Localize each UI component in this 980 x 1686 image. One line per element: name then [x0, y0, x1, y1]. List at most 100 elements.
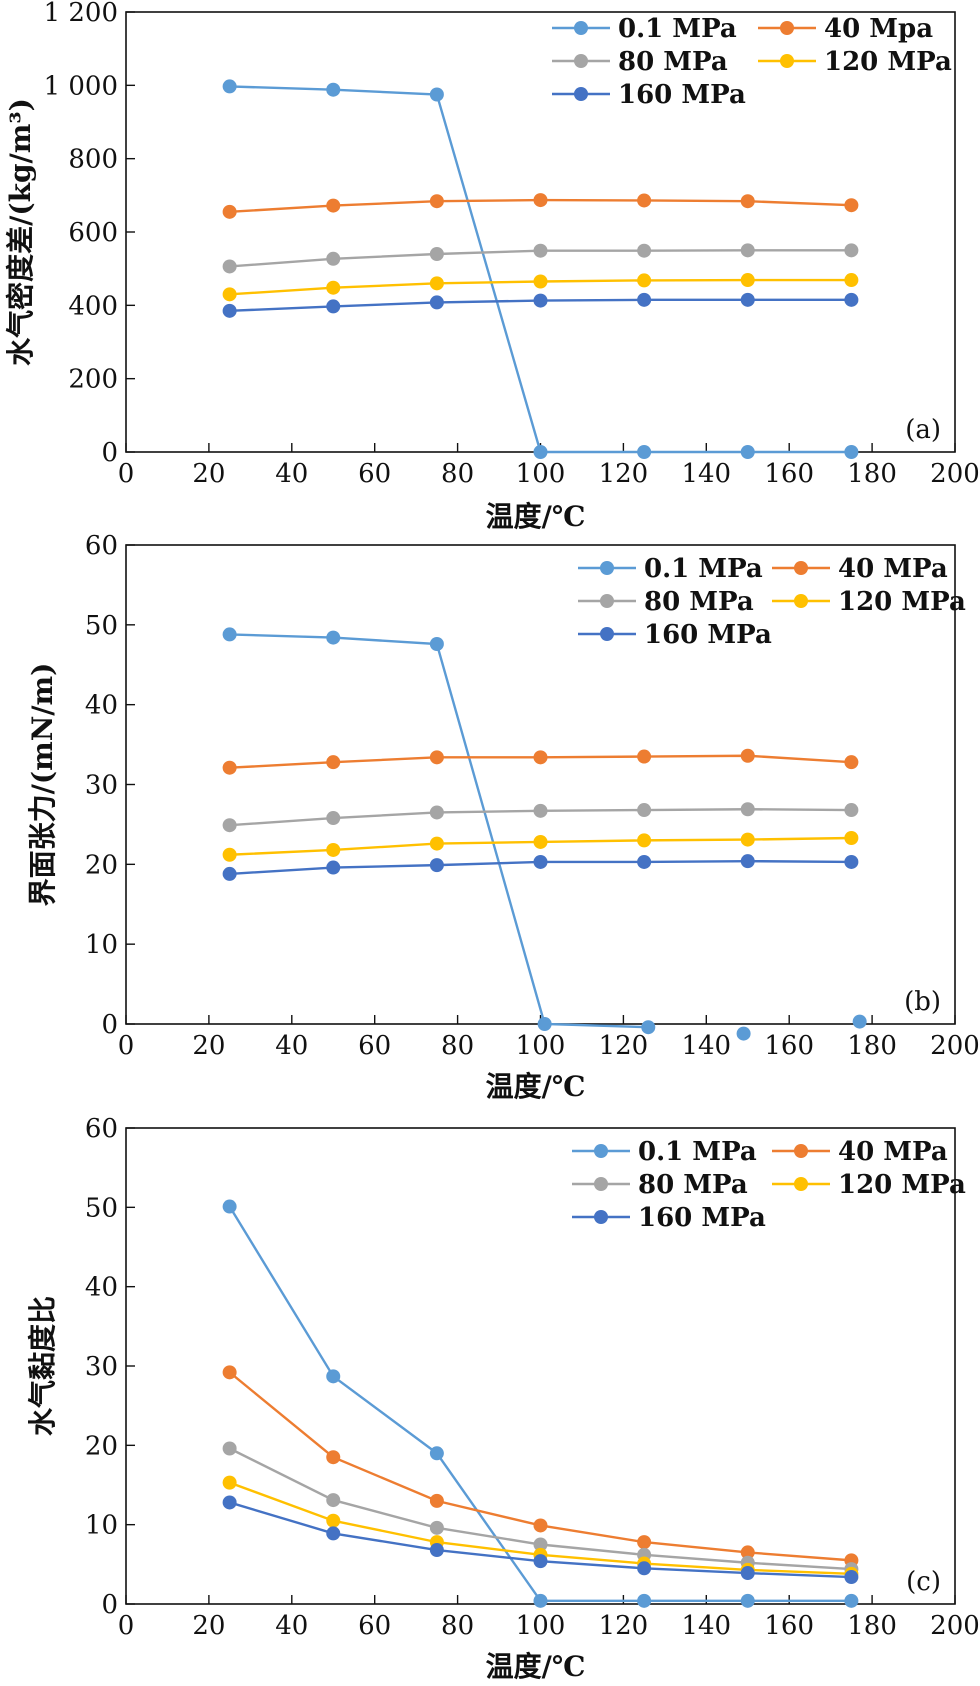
series-5	[222, 854, 859, 881]
panel-tag: (c)	[906, 1567, 941, 1597]
data-point	[637, 833, 652, 848]
data-point	[637, 749, 652, 764]
legend: 0.1 MPa 40 MPa 80 MPa 120 MPa 160 MPa	[578, 554, 966, 650]
data-point	[222, 866, 237, 881]
data-point	[429, 1493, 444, 1508]
data-point	[533, 750, 548, 765]
y-axis-label: 界面张力/(mN/m)	[26, 663, 59, 907]
x-tick-label: 20	[192, 1031, 225, 1061]
data-point	[740, 194, 755, 209]
legend-swatch-marker	[600, 594, 614, 608]
x-axis-label: 温度/℃	[486, 500, 586, 533]
x-tick-label: 40	[275, 459, 308, 489]
legend-swatch-marker	[794, 561, 808, 575]
series-4	[222, 273, 859, 302]
x-tick-label: 40	[275, 1611, 308, 1641]
legend-swatch-marker	[780, 54, 794, 68]
data-point	[637, 193, 652, 208]
data-point	[637, 803, 652, 818]
data-point	[844, 1593, 859, 1608]
legend-swatch-marker	[794, 1144, 808, 1158]
x-tick-label: 0	[118, 459, 135, 489]
data-point	[222, 1441, 237, 1456]
y-tick-label: 40	[85, 691, 118, 721]
x-tick-label: 80	[441, 1031, 474, 1061]
legend-swatch-marker	[574, 87, 588, 101]
legend-label: 40 Mpa	[824, 14, 933, 44]
data-point	[844, 198, 859, 213]
data-point	[326, 1369, 341, 1384]
data-point	[222, 1199, 237, 1214]
legend-swatch-marker	[600, 561, 614, 575]
data-point	[740, 1566, 755, 1581]
x-tick-label: 60	[358, 1031, 391, 1061]
data-point	[429, 1446, 444, 1461]
data-point	[852, 1014, 867, 1029]
data-point	[326, 251, 341, 266]
data-point	[222, 627, 237, 642]
plot-frame	[125, 1127, 956, 1605]
y-tick-label: 10	[85, 1511, 118, 1541]
data-point	[844, 243, 859, 258]
data-point	[326, 860, 341, 875]
data-point	[429, 276, 444, 291]
data-point	[326, 1450, 341, 1465]
data-point	[222, 1475, 237, 1490]
x-tick-label: 200	[930, 1031, 980, 1061]
data-point	[326, 811, 341, 826]
data-point	[326, 299, 341, 314]
x-tick-label: 80	[441, 1611, 474, 1641]
data-point	[326, 82, 341, 97]
x-tick-label: 60	[358, 459, 391, 489]
data-point	[844, 854, 859, 869]
data-point	[637, 292, 652, 307]
series-1	[222, 1199, 859, 1608]
legend-label: 0.1 MPa	[618, 14, 737, 44]
data-point	[740, 832, 755, 847]
data-point	[429, 1543, 444, 1558]
series-2	[222, 1365, 859, 1568]
legend-label: 0.1 MPa	[638, 1137, 757, 1167]
data-point	[740, 1545, 755, 1560]
legend-label: 160 MPa	[638, 1203, 766, 1233]
y-tick-label: 1 200	[44, 0, 118, 28]
data-point	[326, 842, 341, 857]
data-point	[740, 445, 755, 459]
data-point	[740, 1593, 755, 1608]
x-tick-label: 60	[358, 1611, 391, 1641]
data-point	[637, 1593, 652, 1608]
data-point	[326, 1493, 341, 1508]
y-axis-label: 水气黏度比	[26, 1296, 59, 1436]
x-tick-label: 140	[681, 1611, 731, 1641]
y-tick-label: 800	[68, 145, 118, 175]
data-point	[222, 818, 237, 833]
y-tick-label: 30	[85, 1352, 118, 1382]
y-tick-label: 50	[85, 1193, 118, 1223]
legend-swatch-marker	[780, 21, 794, 35]
data-point	[326, 755, 341, 770]
data-point	[637, 854, 652, 869]
y-axis-label: 水气密度差/(kg/m³)	[4, 98, 37, 366]
data-point	[429, 247, 444, 261]
x-tick-label: 40	[275, 1031, 308, 1061]
data-point	[844, 755, 859, 770]
x-tick-label: 160	[764, 459, 814, 489]
x-tick-label: 140	[681, 1031, 731, 1061]
legend-label: 160 MPa	[644, 620, 772, 650]
x-tick-label: 80	[441, 459, 474, 489]
legend-label: 120 MPa	[838, 587, 966, 617]
x-tick-label: 100	[516, 1611, 566, 1641]
data-point	[740, 854, 755, 869]
data-point	[844, 445, 859, 459]
x-tick-label: 180	[847, 1611, 897, 1641]
data-point	[533, 274, 548, 289]
data-point	[533, 834, 548, 849]
x-axis-label: 温度/℃	[486, 1070, 586, 1103]
data-point	[740, 748, 755, 763]
data-point	[222, 1365, 237, 1380]
x-tick-label: 100	[516, 459, 566, 489]
data-point	[844, 803, 859, 818]
y-tick-label: 20	[85, 1431, 118, 1461]
legend: 0.1 MPa 40 Mpa 80 MPa 120 MPa 160 MPa	[552, 14, 952, 110]
data-point	[222, 204, 237, 219]
